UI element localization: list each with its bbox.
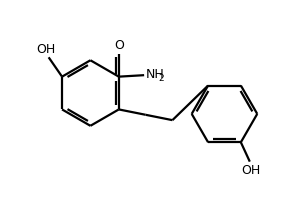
Text: OH: OH <box>37 43 56 55</box>
Text: OH: OH <box>242 164 261 177</box>
Text: O: O <box>114 39 124 52</box>
Text: NH: NH <box>146 68 164 81</box>
Text: 2: 2 <box>158 74 164 83</box>
